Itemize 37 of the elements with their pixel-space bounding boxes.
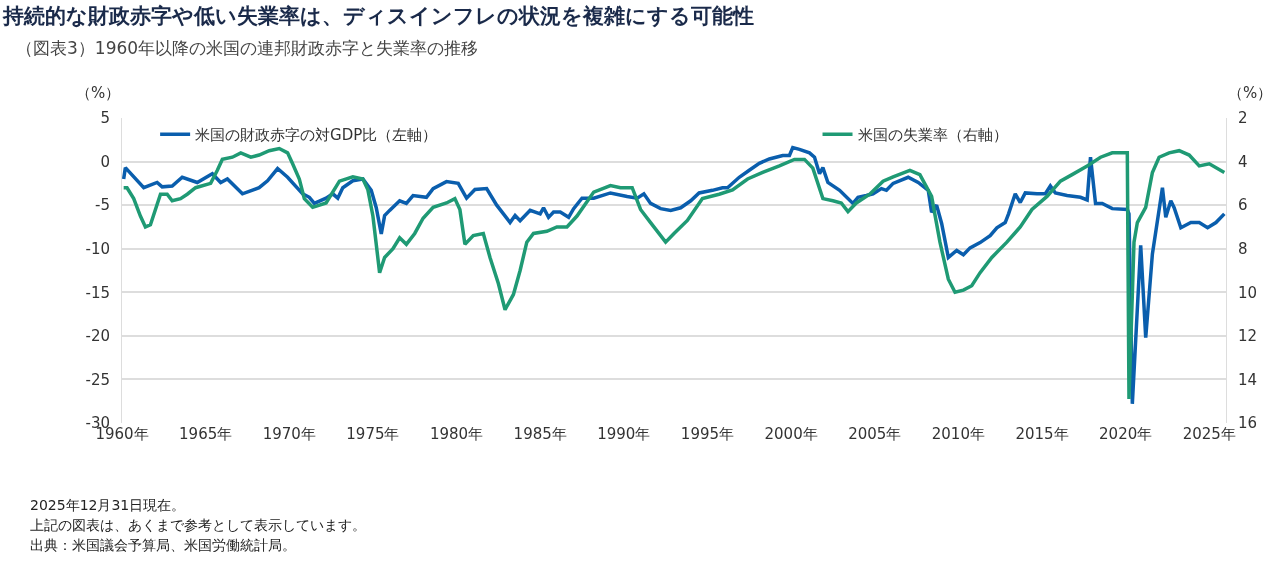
y-axis-title: （%） xyxy=(76,84,121,102)
x-tick-label: 2015年 xyxy=(1015,425,1069,443)
y-tick-label: -10 xyxy=(85,239,110,258)
x-tick-label: 2005年 xyxy=(848,425,902,443)
y2-tick-label: 12 xyxy=(1238,327,1258,346)
x-tick-label: 1985年 xyxy=(513,425,567,443)
y-tick-label: 0 xyxy=(100,152,110,171)
x-tick-label: 1990年 xyxy=(597,425,651,443)
x-tick-label: 1980年 xyxy=(429,425,484,443)
chart-title: 持続的な財政赤字や低い失業率は、ディスインフレの状況を複雑にする可能性 xyxy=(2,4,754,28)
y2-tick-label: 14 xyxy=(1238,370,1258,389)
y2-tick-label: 8 xyxy=(1238,239,1248,258)
x-tick-label: 2020年 xyxy=(1099,425,1153,443)
x-tick-label: 1970年 xyxy=(262,425,316,443)
chart-subtitle: （図表3）1960年以降の米国の連邦財政赤字と失業率の推移 xyxy=(16,38,479,58)
x-tick-label: 1995年 xyxy=(680,425,735,443)
y2-axis-title: （%） xyxy=(1228,84,1273,102)
y-tick-label: -5 xyxy=(95,196,110,215)
y2-tick-label: 2 xyxy=(1238,109,1248,128)
y-tick-label: 5 xyxy=(100,109,110,128)
y2-tick-label: 4 xyxy=(1238,152,1248,171)
text: 2025年12月31日現在。 xyxy=(30,497,186,513)
y-tick-label: -15 xyxy=(85,283,110,302)
x-tick-label: 2010年 xyxy=(931,425,985,443)
x-tick-label: 2000年 xyxy=(764,425,818,443)
legend-label: 米国の財政赤字の対GDP比（左軸） xyxy=(195,126,438,145)
legend-label: 米国の失業率（右軸） xyxy=(857,126,1008,145)
x-tick-label: 1975年 xyxy=(346,425,400,443)
y-tick-label: -20 xyxy=(85,327,110,346)
source-note: 出典：米国議会予算局、米国労働統計局。 xyxy=(30,537,296,553)
y2-tick-label: 6 xyxy=(1238,196,1248,215)
x-tick-label: 1965年 xyxy=(179,425,233,443)
x-tick-label: 2025年 xyxy=(1182,425,1236,443)
y2-tick-label: 10 xyxy=(1238,283,1258,302)
y-tick-label: -25 xyxy=(85,370,110,389)
y2-tick-label: 16 xyxy=(1238,414,1258,433)
text: 上記の図表は、あくまで参考として表示しています。 xyxy=(30,517,366,533)
